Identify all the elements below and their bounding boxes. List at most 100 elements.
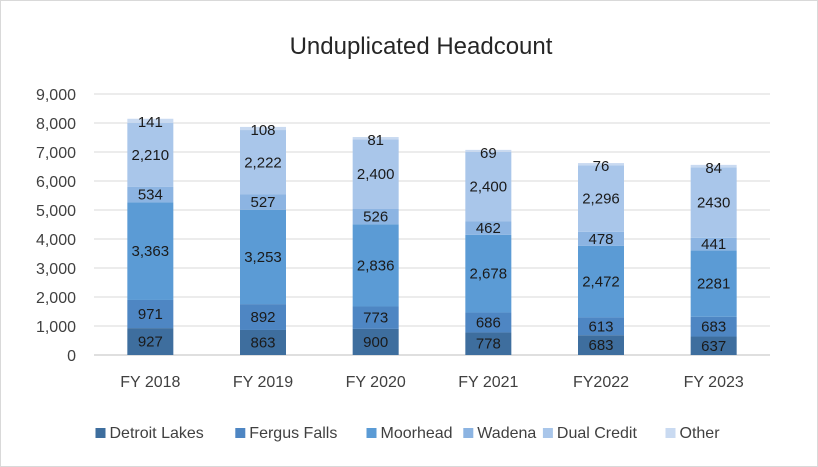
bar-segment	[240, 126, 286, 131]
data-label: 69	[480, 145, 497, 162]
bar-segment	[465, 312, 512, 333]
x-tick-label: FY 2023	[684, 374, 744, 391]
bar-segment	[578, 317, 624, 336]
gridlines	[94, 93, 770, 356]
data-label: 2,836	[357, 257, 395, 274]
y-tick-label: 1,000	[36, 319, 76, 336]
data-label: 2,210	[132, 147, 170, 164]
legend-label: Dual Credit	[557, 425, 638, 442]
bar-segment	[352, 208, 399, 225]
data-label: 76	[593, 158, 610, 175]
data-label: 686	[476, 314, 501, 331]
legend-label: Moorhead	[381, 425, 453, 442]
bar-segment	[465, 234, 512, 313]
bar-segment	[352, 224, 399, 307]
data-label: 108	[250, 122, 275, 139]
data-label: 637	[701, 338, 726, 355]
bar-segment	[690, 237, 737, 251]
bar-segment	[690, 167, 737, 238]
y-tick-label: 9,000	[36, 87, 76, 104]
y-axis: 0 1,000 2,000 3,000 4,000 5,000 6,000 7,000 8,00…	[36, 87, 76, 365]
x-tick-label: FY 2018	[120, 374, 180, 391]
bar-segment	[352, 306, 399, 329]
bar-segment	[690, 336, 737, 355]
y-tick-label: 8,000	[36, 116, 76, 133]
x-tick-label: FY 2020	[346, 374, 406, 391]
bar-segment	[465, 332, 512, 355]
bar-segment	[127, 328, 174, 355]
data-label: 2430	[697, 195, 730, 212]
data-label: 892	[250, 309, 275, 326]
bar-segment	[578, 165, 624, 232]
data-label: 2,296	[582, 191, 620, 208]
y-tick-label: 0	[67, 348, 76, 365]
legend-label: Detroit Lakes	[110, 425, 204, 442]
bar-segment	[578, 231, 624, 246]
bar-segment	[127, 202, 174, 300]
legend-label: Wadena	[477, 425, 536, 442]
bar-segment	[240, 194, 286, 210]
bar-segment	[352, 328, 399, 355]
bar-segment	[465, 149, 512, 152]
data-label: 971	[138, 306, 163, 323]
bar-segment	[690, 250, 737, 317]
data-label: 2,678	[470, 266, 508, 283]
y-tick-label: 4,000	[36, 232, 76, 249]
data-label: 84	[705, 160, 722, 177]
bar-segment	[240, 209, 286, 305]
legend-swatch	[665, 428, 676, 438]
bar-segment	[465, 221, 512, 235]
legend-swatch	[235, 428, 246, 438]
data-label: 683	[701, 319, 726, 336]
bar-segment	[127, 122, 174, 187]
x-axis: FY 2018 FY 2019 FY 2020 FY 2021 FY2022 FY 202…	[120, 374, 744, 391]
data-label: 3,363	[132, 243, 170, 260]
data-label: 527	[250, 194, 275, 211]
legend-label: Other	[680, 425, 721, 442]
x-tick-label: FY2022	[573, 374, 629, 391]
data-label: 2,400	[357, 166, 395, 183]
data-label: 613	[588, 318, 613, 335]
data-label: 778	[476, 336, 501, 353]
data-label: 2,400	[470, 179, 508, 196]
data-label: 478	[588, 231, 613, 248]
data-label: 773	[363, 310, 388, 327]
bar-segment	[352, 139, 399, 209]
y-tick-label: 5,000	[36, 203, 76, 220]
data-label: 141	[138, 114, 163, 131]
bar-segment	[690, 164, 737, 168]
bar-segment	[240, 329, 286, 355]
bars: 927 971 3,363 534 2,210 141 863 892 3,253 527 2,22…	[127, 114, 737, 355]
bar-segment	[465, 151, 512, 222]
data-label: 3,253	[244, 249, 282, 266]
data-label: 900	[363, 334, 388, 351]
legend-swatch	[463, 428, 474, 438]
legend-label: Fergus Falls	[249, 425, 337, 442]
bar-segment	[578, 335, 624, 355]
data-label: 526	[363, 209, 388, 226]
data-label: 2281	[697, 276, 730, 293]
x-tick-label: FY 2019	[233, 374, 293, 391]
data-label: 927	[138, 334, 163, 351]
bar-segment	[127, 299, 174, 329]
data-label: 683	[588, 337, 613, 354]
chart-title: Unduplicated Headcount	[290, 33, 553, 60]
data-label: 2,472	[582, 274, 620, 291]
y-tick-label: 3,000	[36, 261, 76, 278]
y-tick-label: 7,000	[36, 145, 76, 162]
data-label: 462	[476, 220, 501, 237]
legend-swatch	[366, 428, 377, 438]
x-tick-label: FY 2021	[458, 374, 518, 391]
data-label: 81	[367, 132, 384, 149]
bar-segment	[240, 130, 286, 195]
data-label: 534	[138, 187, 163, 204]
data-label: 2,222	[244, 154, 282, 171]
data-label: 863	[250, 334, 275, 351]
legend-swatch	[542, 428, 553, 438]
legend: Detroit Lakes Fergus Falls Moorhead Wadena D…	[95, 425, 721, 442]
bar-segment	[127, 186, 174, 203]
bar-segment	[127, 118, 174, 123]
y-tick-label: 2,000	[36, 290, 76, 307]
bar-segment	[690, 316, 737, 337]
